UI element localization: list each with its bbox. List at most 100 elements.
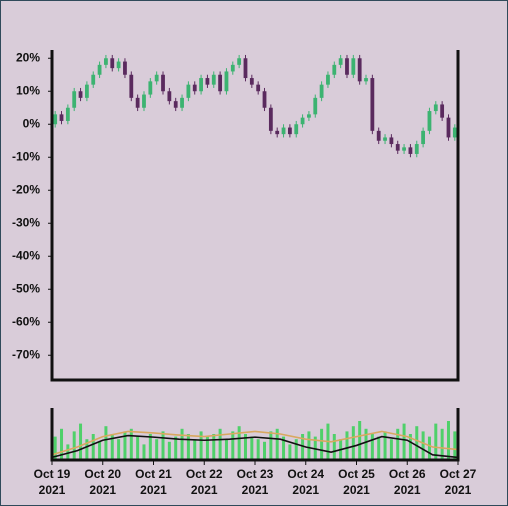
candle-body [427, 111, 432, 131]
candle-body [345, 58, 349, 75]
volume-bar [161, 431, 165, 460]
candle-body [338, 58, 343, 65]
y-tick-label: -10% [12, 149, 40, 163]
axis-frame [50, 50, 460, 382]
volume-bar [434, 423, 438, 460]
volume-bar [231, 431, 235, 460]
x-tick-label: Oct 21 2021 [135, 467, 172, 497]
candle-body [351, 58, 356, 75]
candle-body [224, 71, 229, 92]
y-tick-label: -20% [12, 182, 40, 196]
volume-bar [98, 441, 102, 460]
x-tick-label-line: 2021 [292, 483, 319, 497]
x-tick-label-line: 2021 [39, 483, 66, 497]
candle-body [180, 97, 184, 108]
candle-body [319, 84, 324, 98]
x-tick-label-line: 2021 [343, 483, 370, 497]
x-tick-label-line: 2021 [445, 483, 472, 497]
candle-body [307, 114, 311, 118]
volume-bar [307, 431, 311, 460]
volume-bar [301, 434, 305, 460]
axis-frame [50, 408, 460, 462]
volume-bar [415, 426, 419, 460]
moving-average [51, 430, 459, 456]
candle-body [402, 147, 406, 151]
candle-body [116, 61, 121, 69]
volume-bar [351, 426, 355, 460]
candle-body [230, 64, 235, 72]
volume-bar [364, 428, 368, 460]
volume-bar [358, 421, 362, 460]
candle-body [91, 74, 96, 85]
volume-bar [256, 439, 260, 460]
volume-bar [370, 434, 374, 460]
volume-bar [389, 439, 393, 460]
x-tick-label-line: Oct 26 [389, 467, 426, 481]
x-tick-label-line: 2021 [191, 483, 218, 497]
volume-bar [142, 444, 146, 460]
x-tick-label: Oct 27 2021 [440, 467, 477, 497]
candle-body [313, 97, 318, 115]
volume-bar [155, 439, 159, 460]
candle-body [446, 117, 451, 138]
volume-bar [263, 441, 267, 460]
volume-bar [427, 436, 431, 460]
candle-body [357, 58, 362, 82]
candle-body [205, 78, 210, 85]
volume-bar [66, 444, 70, 460]
volume-bar [269, 431, 273, 460]
candle-body [186, 84, 191, 98]
volume-bar [250, 436, 254, 460]
volume-bar [186, 434, 190, 460]
candle-body [326, 74, 330, 85]
volume-bar [53, 436, 57, 460]
volume-bar [79, 423, 83, 460]
volume-bar [275, 428, 279, 460]
x-tick-label-line: 2021 [140, 483, 167, 497]
volume-panel: Oct 19 2021 Oct 20 2021 Oct 21 2021 Oct 22 2021… [34, 408, 477, 497]
volume-bar [167, 441, 171, 460]
candle-body [199, 78, 203, 92]
candle-body [173, 101, 178, 108]
y-tick-label: -70% [12, 347, 40, 361]
candle-body [243, 58, 248, 79]
y-tick-label: -30% [12, 215, 40, 229]
candle-body [211, 74, 216, 85]
candle-body [218, 74, 223, 92]
candle-body [383, 137, 387, 141]
x-tick-label-line: Oct 24 [287, 467, 324, 481]
candle-body [452, 127, 457, 138]
volume-bar [174, 436, 178, 460]
volume-bar [294, 439, 298, 460]
candle-body [53, 114, 58, 125]
candle-body [281, 127, 286, 135]
candle-body [167, 91, 172, 102]
candle-body [192, 84, 197, 92]
price-panel: 20% 10% 0% -10% -20% -30% -40% -50% -60% -70% [12, 50, 460, 382]
x-tick-label-line: Oct 20 [84, 467, 121, 481]
volume-bar [180, 428, 184, 460]
candle-body [135, 97, 140, 108]
volume-bar [91, 434, 95, 460]
candle-body [421, 130, 426, 145]
volume-bar [396, 428, 400, 460]
volume-bar [332, 434, 336, 460]
candle-body [287, 127, 292, 135]
volume-bar [85, 439, 89, 460]
candle-body [262, 91, 267, 108]
x-tick-label-line: Oct 19 [34, 467, 71, 481]
volume-bar [237, 426, 241, 460]
moving-average [51, 434, 459, 459]
x-tick-label: Oct 26 2021 [389, 467, 426, 497]
x-tick-label: Oct 20 2021 [84, 467, 121, 497]
candle-body [65, 107, 70, 121]
volume-bar [243, 434, 247, 460]
candle-body [294, 124, 299, 135]
candle-body [161, 74, 165, 92]
candle-body [97, 64, 102, 75]
volume-bar [193, 439, 197, 460]
candle-body [154, 74, 159, 82]
candle-body [395, 144, 400, 151]
